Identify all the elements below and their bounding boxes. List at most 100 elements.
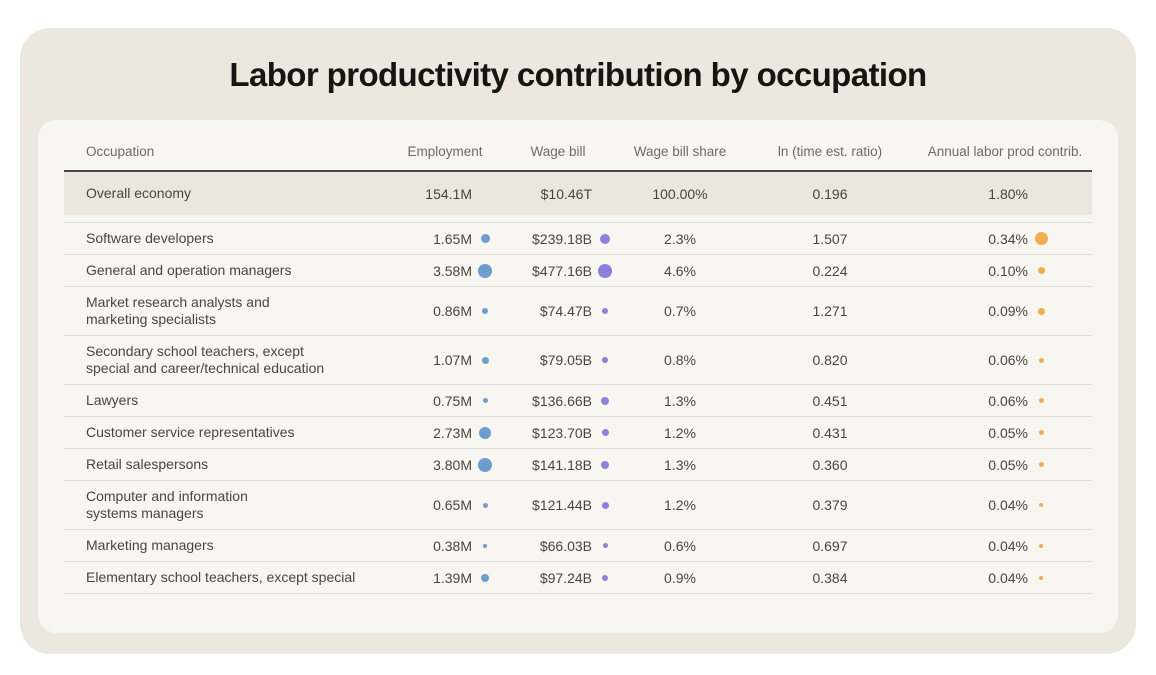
wage-bill-share-value: 0.7%: [664, 303, 696, 319]
col-header-wage-bill-share: Wage bill share: [633, 144, 727, 159]
wage-bill-value: $121.44B: [532, 497, 592, 513]
col-header-annual-contrib: Annual labor prod contrib.: [927, 144, 1083, 159]
ln-time-est-ratio-value: 0.431: [812, 424, 848, 441]
employment-dot: [481, 356, 489, 364]
wage-bill-share-value: 0.8%: [664, 352, 696, 368]
occupation-cell: Retail salespersons: [86, 456, 209, 472]
annual-contrib-dot: [1038, 357, 1044, 363]
page-title: Labor productivity contribution by occup…: [229, 56, 927, 93]
wage-bill-share-value: 100.00%: [652, 185, 708, 202]
wage-bill-value: $141.18B: [532, 456, 592, 473]
col-header-occupation: Occupation: [86, 144, 155, 159]
occupation-cell: Overall economy: [86, 185, 192, 201]
annual-contrib-value: 0.06%: [988, 352, 1028, 368]
employment-dot: [478, 457, 492, 472]
wage-bill-share-value: 2.3%: [664, 230, 696, 247]
annual-contrib-value: 0.10%: [988, 262, 1028, 279]
wage-bill-dot: [602, 543, 608, 548]
ln-time-est-ratio-value: 0.224: [812, 262, 848, 279]
wage-bill-dot: [601, 501, 609, 509]
annual-contrib-dot: [1039, 575, 1043, 580]
ln-time-est-ratio-value: 1.507: [812, 230, 848, 247]
wage-bill-value: $239.18B: [532, 230, 592, 247]
annual-contrib-value: 0.04%: [988, 537, 1028, 554]
wage-bill-dot: [602, 574, 608, 581]
wage-bill-dot: [602, 357, 608, 363]
employment-dot: [480, 234, 490, 243]
ln-time-est-ratio-value: 0.360: [812, 456, 848, 473]
annual-contrib-dot: [1038, 398, 1044, 403]
table-row: Computer and information systems manager…: [64, 480, 1092, 529]
wage-bill-value: $477.16B: [532, 262, 592, 279]
annual-contrib-value: 0.05%: [988, 456, 1028, 473]
table-body: Software developers 1.65M $239.18B 2.3% …: [64, 222, 1092, 594]
wage-bill-share-value: 1.2%: [664, 497, 696, 513]
employment-value: 0.38M: [433, 537, 472, 554]
occupation-cell: Computer and information systems manager…: [86, 488, 248, 521]
ln-time-est-ratio-value: 0.820: [812, 352, 848, 368]
col-header-employment: Employment: [407, 144, 483, 159]
table-row: General and operation managers 3.58M $47…: [64, 254, 1092, 286]
ln-time-est-ratio-value: 0.379: [812, 497, 848, 513]
wage-bill-dot: [600, 233, 610, 244]
occupation-cell: General and operation managers: [86, 262, 292, 278]
employment-value: 2.73M: [433, 424, 472, 441]
table-card: Occupation Employment Wage bill Wage bil…: [38, 120, 1118, 633]
annual-contrib-value: 0.09%: [988, 303, 1028, 319]
overall-economy-row: Overall economy 154.1M $10.46T 100.00% 0…: [64, 172, 1092, 215]
employment-value: 1.39M: [433, 569, 472, 586]
occupation-cell: Market research analysts and marketing s…: [86, 294, 270, 327]
table-row: Lawyers 0.75M $136.66B 1.3% 0.451 0.06%: [64, 384, 1092, 416]
table-row: Software developers 1.65M $239.18B 2.3% …: [64, 222, 1092, 254]
occupation-cell: Customer service representatives: [86, 424, 295, 440]
employment-value: 154.1M: [425, 185, 472, 202]
ln-time-est-ratio-value: 0.697: [812, 537, 848, 554]
table-row: Secondary school teachers, except specia…: [64, 335, 1092, 384]
annual-contrib-dot: [1038, 430, 1044, 435]
employment-value: 0.65M: [433, 497, 472, 513]
table-row: Retail salespersons 3.80M $141.18B 1.3% …: [64, 448, 1092, 480]
employment-dot: [482, 502, 488, 508]
wage-bill-dot: [601, 429, 609, 436]
wage-bill-value: $123.70B: [532, 424, 592, 441]
employment-dot: [481, 573, 489, 582]
employment-dot: [479, 426, 491, 439]
wage-bill-share-value: 0.6%: [664, 537, 696, 554]
employment-dot: [482, 398, 488, 403]
table-row: Market research analysts and marketing s…: [64, 286, 1092, 335]
annual-contrib-dot: [1037, 267, 1045, 274]
wage-bill-dot: [602, 308, 608, 314]
wage-bill-dot: [598, 263, 612, 278]
employment-dot: [483, 543, 487, 548]
col-header-ln-time-est-ratio: ln (time est. ratio): [777, 144, 883, 159]
wage-bill-value: $79.05B: [539, 352, 592, 368]
wage-bill-value: $97.24B: [539, 569, 592, 586]
employment-value: 3.80M: [433, 456, 472, 473]
col-header-wage-bill: Wage bill: [530, 144, 586, 159]
wage-bill-value: $66.03B: [539, 537, 592, 554]
employment-value: 0.86M: [433, 303, 472, 319]
annual-contrib-dot: [1039, 503, 1043, 507]
annual-contrib-dot: [1037, 307, 1045, 315]
occupation-cell: Software developers: [86, 230, 214, 246]
employment-value: 1.65M: [433, 230, 472, 247]
employment-value: 0.75M: [433, 392, 472, 409]
occupation-table: Occupation Employment Wage bill Wage bil…: [64, 132, 1092, 594]
ln-time-est-ratio-value: 0.384: [812, 569, 848, 586]
annual-contrib-dot: [1034, 232, 1048, 245]
annual-contrib-value: 0.34%: [988, 230, 1028, 247]
wage-bill-share-value: 1.3%: [664, 456, 696, 473]
annual-contrib-value: 0.04%: [988, 569, 1028, 586]
occupation-cell: Marketing managers: [86, 537, 214, 553]
annual-contrib-value: 0.04%: [988, 497, 1028, 513]
wage-bill-dot: [601, 396, 609, 405]
annual-contrib-dot: [1039, 543, 1043, 548]
employment-dot: [482, 308, 488, 314]
occupation-cell: Secondary school teachers, except specia…: [86, 343, 325, 376]
table-row: Elementary school teachers, except speci…: [64, 561, 1092, 593]
wage-bill-value: $10.46T: [540, 185, 592, 202]
employment-value: 1.07M: [433, 352, 472, 368]
wage-bill-share-value: 0.9%: [664, 569, 696, 586]
report-card: Labor productivity contribution by occup…: [20, 28, 1136, 654]
employment-dot: [478, 263, 492, 278]
